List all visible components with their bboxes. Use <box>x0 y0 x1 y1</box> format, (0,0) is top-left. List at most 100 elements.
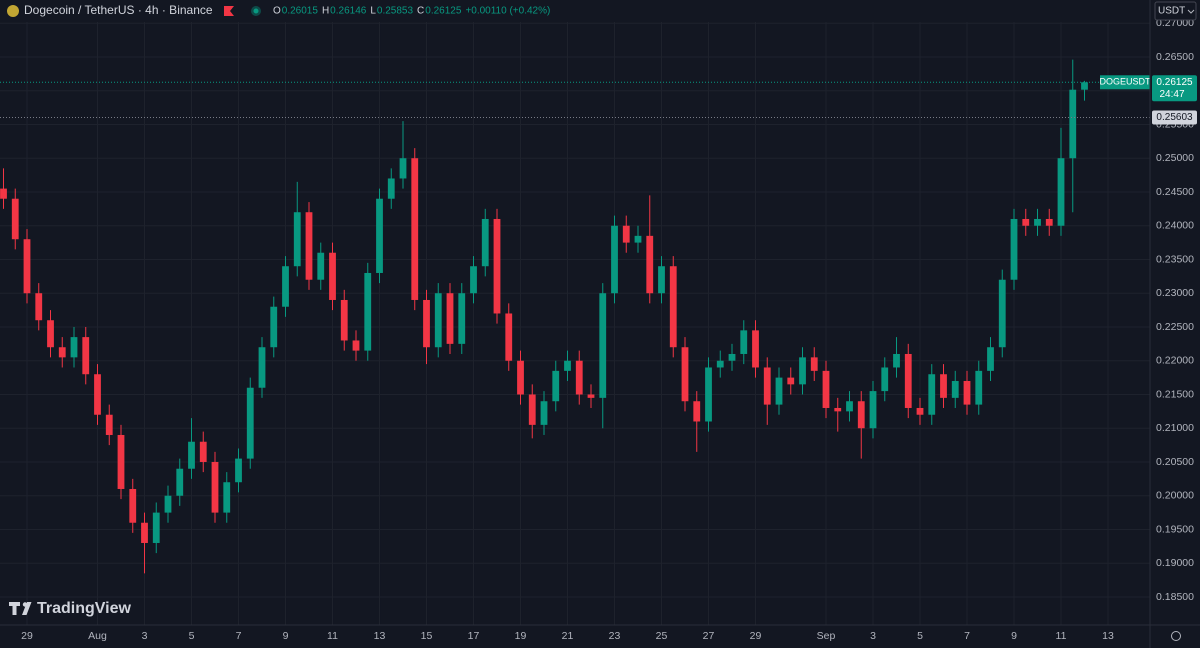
x-tick-label: 13 <box>374 630 386 642</box>
y-tick-label: 0.23000 <box>1156 287 1194 299</box>
candle-body <box>223 482 231 513</box>
candle-body <box>822 370 830 408</box>
candle-body <box>787 377 795 385</box>
x-tick-label: 29 <box>21 630 33 642</box>
candle-body <box>857 401 865 429</box>
candle-body <box>846 401 853 412</box>
candle-body <box>893 353 900 368</box>
x-tick-label: 13 <box>1102 630 1114 642</box>
candle-body <box>940 374 947 398</box>
candle-body <box>458 293 466 344</box>
candle-body <box>188 441 195 469</box>
grid <box>0 22 1150 625</box>
candle-body <box>23 239 31 294</box>
candle-body <box>1069 89 1077 159</box>
candle-body <box>0 188 7 199</box>
candle-body <box>528 394 536 425</box>
y-tick-label: 0.24000 <box>1156 220 1194 232</box>
ohlc-letter: C <box>417 6 424 17</box>
last-price-label: 0.26125 <box>1156 77 1193 88</box>
y-tick-label: 0.25000 <box>1156 152 1194 164</box>
candle-body <box>176 468 184 496</box>
x-tick-label: 5 <box>189 630 195 642</box>
x-tick-label: 23 <box>609 630 621 642</box>
y-tick-label: 0.22500 <box>1156 321 1194 333</box>
candle-body <box>82 337 90 375</box>
y-tick-label: 0.21500 <box>1156 388 1194 400</box>
candle-body <box>493 218 501 314</box>
candle-body <box>387 178 395 199</box>
currency-button[interactable] <box>1154 1 1197 21</box>
brand-logo: TradingView <box>9 600 132 617</box>
candle-body <box>799 357 806 385</box>
candle-body <box>810 357 818 371</box>
currency-label[interactable]: USDT <box>1158 6 1185 17</box>
candle-body <box>94 374 101 415</box>
x-tick-label: 7 <box>236 630 242 642</box>
y-tick-label: 0.26500 <box>1156 51 1194 63</box>
candle-body <box>517 360 524 395</box>
dropdown-icon[interactable] <box>1187 9 1195 14</box>
candle-body <box>434 293 442 348</box>
coin-icon <box>7 5 19 17</box>
y-tick-label: 0.23500 <box>1156 253 1194 265</box>
x-tick-label: 15 <box>421 630 433 642</box>
x-tick-label: 17 <box>468 630 480 642</box>
candle-body <box>141 522 148 543</box>
x-tick-label: 11 <box>327 630 338 642</box>
candle-body <box>1010 218 1018 280</box>
x-tick-label: 25 <box>656 630 668 642</box>
candle-body <box>587 394 595 398</box>
candle-body <box>951 380 959 398</box>
x-tick-label: 3 <box>142 630 148 642</box>
symbol-title: Dogecoin / TetherUS · 4h · Binance <box>24 3 213 17</box>
candle-body <box>634 235 642 243</box>
candle-body <box>693 401 701 422</box>
x-tick-label: 27 <box>703 630 715 642</box>
candle-body <box>270 306 278 348</box>
last-price-tag <box>1152 75 1197 102</box>
price-line-tag <box>1152 110 1197 125</box>
candle-body <box>669 266 677 348</box>
settings-icon[interactable] <box>1171 631 1181 641</box>
y-tick-label: 0.24500 <box>1156 186 1194 198</box>
candle-body <box>105 414 113 435</box>
logo-mark <box>22 602 28 607</box>
candle-body <box>199 441 207 462</box>
candle-body <box>646 235 654 294</box>
candle-body <box>376 198 383 273</box>
candles <box>0 59 1088 574</box>
candle-body <box>282 266 289 307</box>
candle-body <box>1034 218 1041 226</box>
candle-body <box>129 488 137 523</box>
candle-body <box>658 266 665 294</box>
candle-body <box>705 367 712 422</box>
candle-body <box>622 225 630 243</box>
x-tick-label: 9 <box>283 630 289 642</box>
y-tick-label: 0.19000 <box>1156 557 1194 569</box>
candle-body <box>916 407 924 415</box>
candle-body <box>987 347 994 371</box>
candle-body <box>963 380 971 405</box>
brand-name: TradingView <box>37 600 132 617</box>
candle-body <box>552 370 560 402</box>
candle-body <box>411 158 419 300</box>
flag-icon <box>224 6 234 16</box>
candle-body <box>716 360 724 368</box>
x-tick-label: 21 <box>562 630 574 642</box>
ohlc-letter: O <box>273 6 281 17</box>
candle-body <box>305 212 313 280</box>
candle-body <box>505 313 513 361</box>
ohlc-letter: L <box>370 6 376 17</box>
candle-body <box>399 158 407 179</box>
candle-body <box>564 360 571 371</box>
candle-body <box>117 434 125 489</box>
candle-body <box>258 347 266 388</box>
overlay: 0.18500 0.19000 0.19500 0.20000 0.20500 0.210… <box>0 17 1197 642</box>
candle-body <box>998 279 1006 348</box>
candle-body <box>611 225 618 294</box>
status-dot <box>253 8 259 14</box>
candle-body <box>763 367 771 405</box>
